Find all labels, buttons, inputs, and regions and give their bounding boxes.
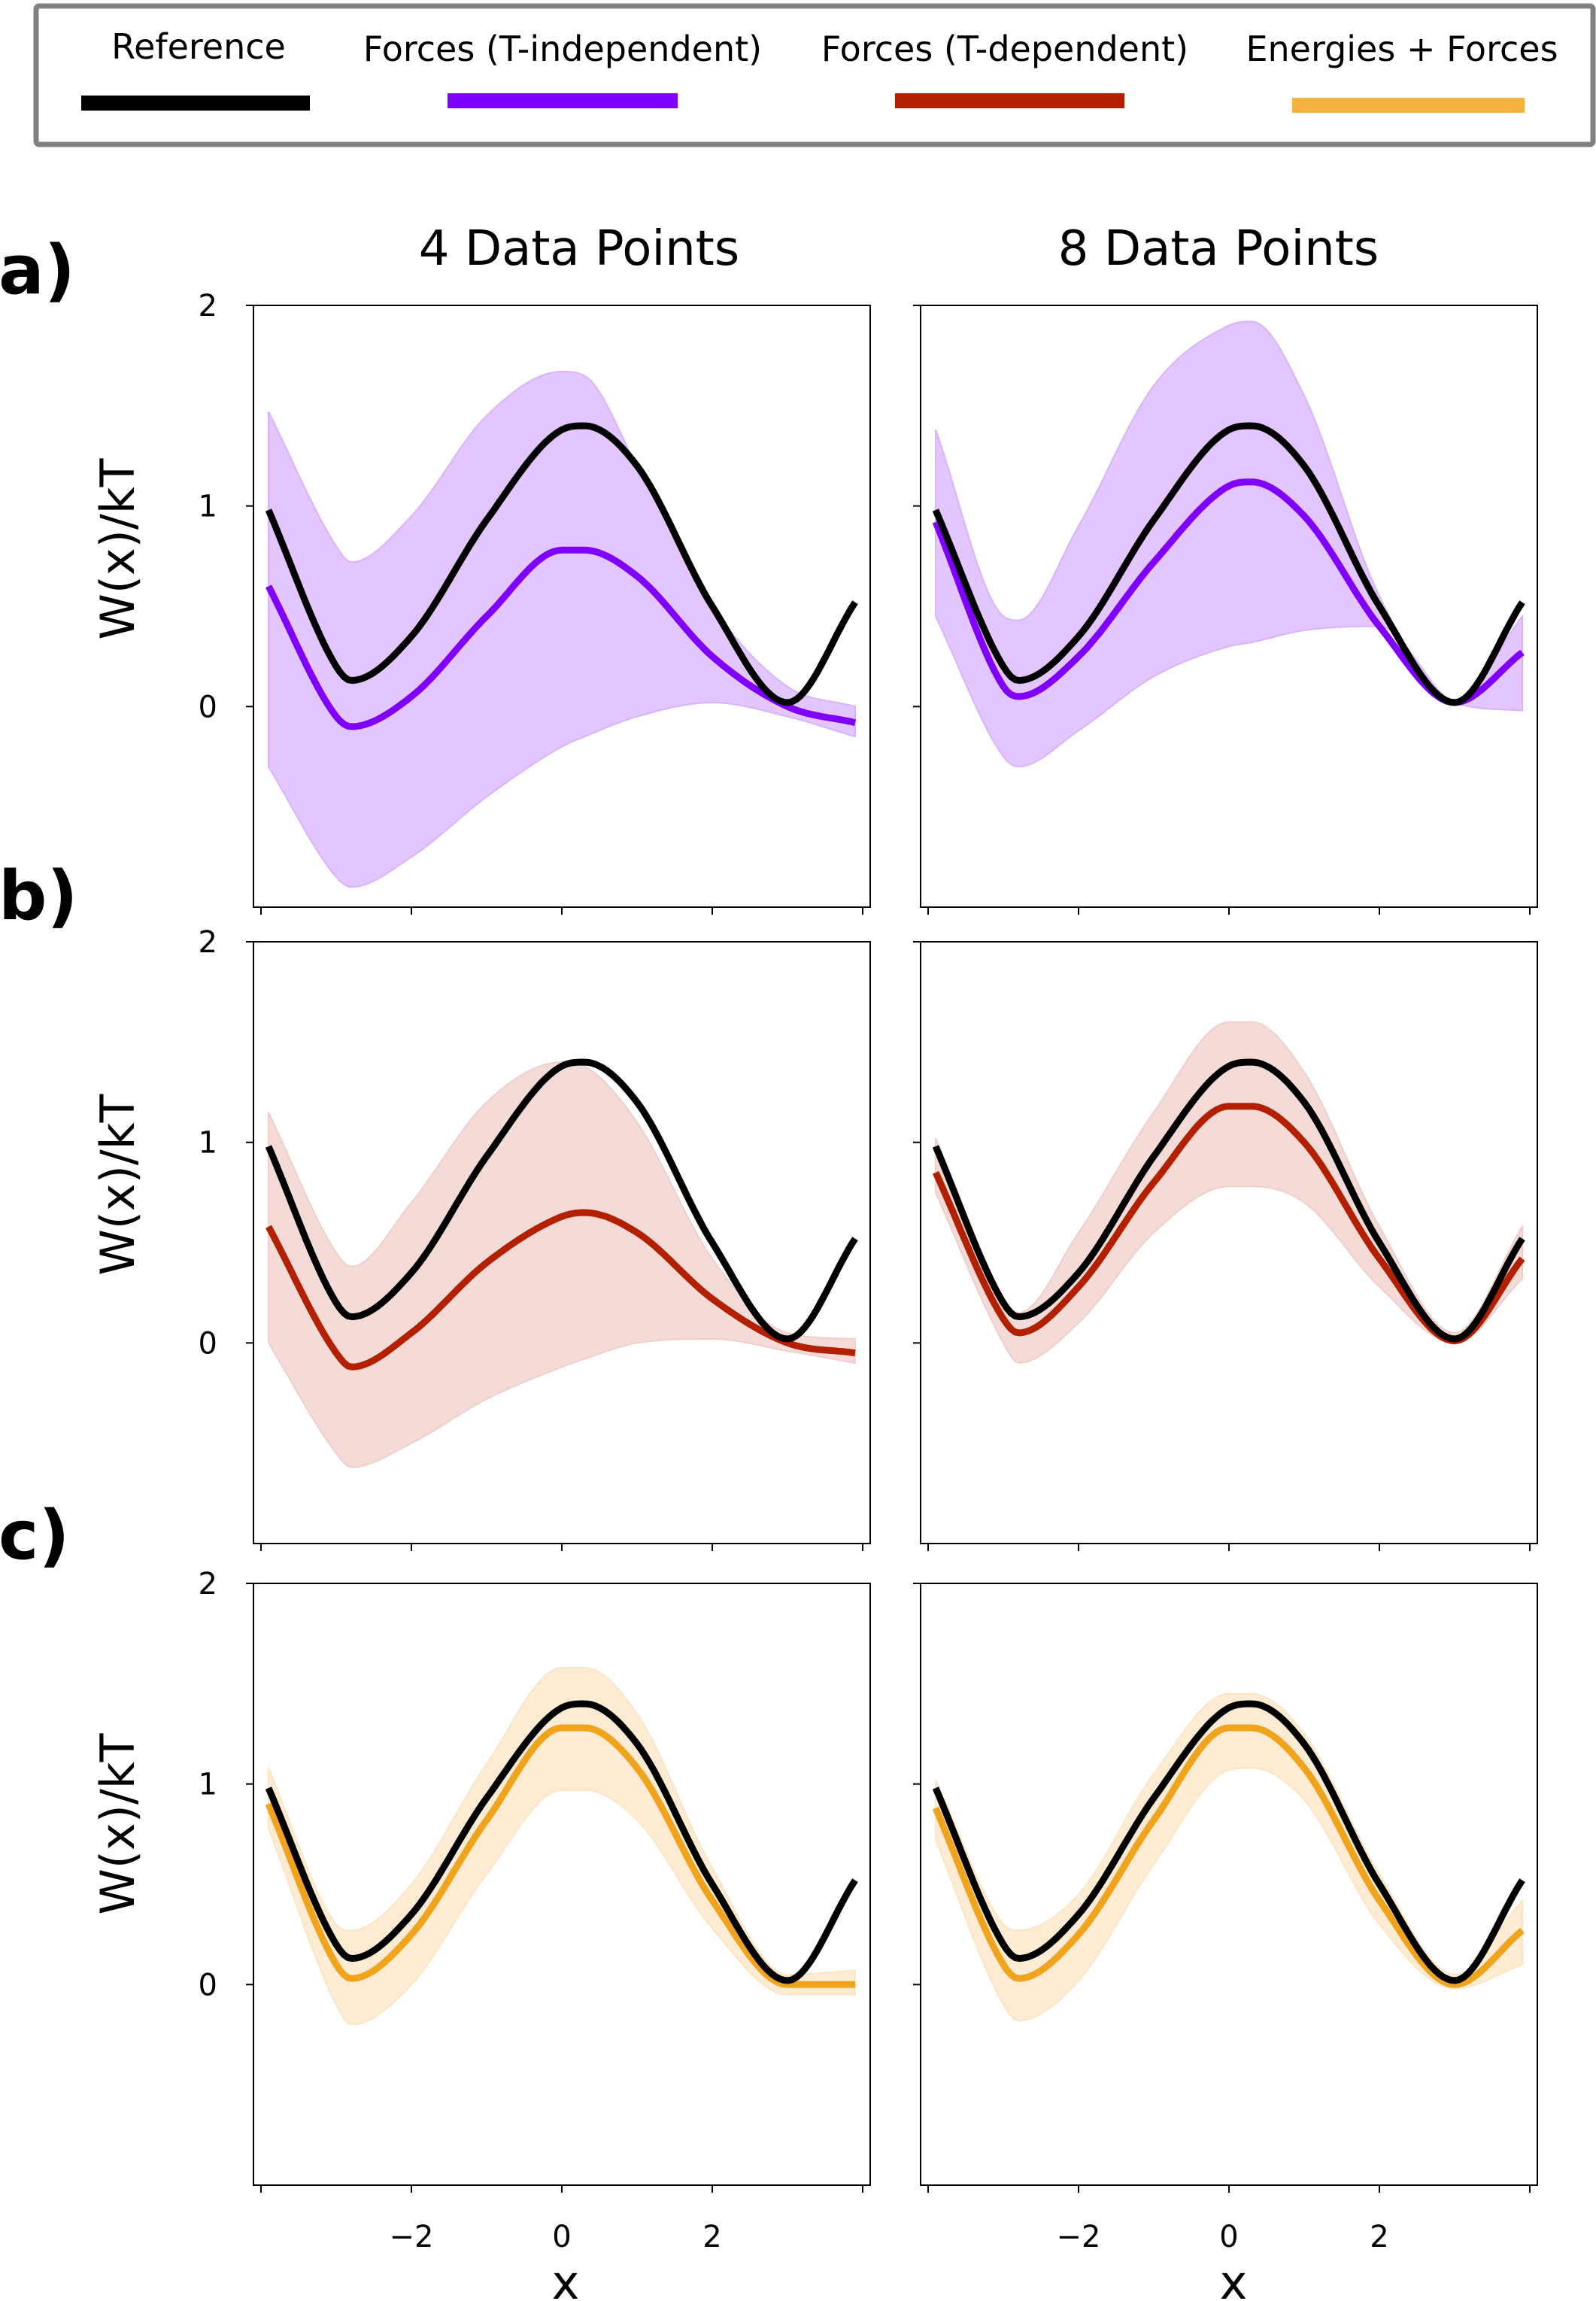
y-tick-label: 2 <box>199 925 217 960</box>
uncertainty-band <box>268 1667 856 2026</box>
x-tick-label: 2 <box>1370 2220 1388 2254</box>
y-tick-label: 2 <box>199 1567 217 1601</box>
uncertainty-band <box>268 371 856 888</box>
column-title-4-data-points: 4 Data Points <box>419 221 739 277</box>
legend: Reference Forces (T-independent) Forces … <box>33 3 1596 147</box>
legend-label-forces-t-independent: Forces (T-independent) <box>363 29 762 69</box>
series-line-reference <box>932 422 1525 706</box>
axes-frame <box>920 1583 1538 2186</box>
panel-b-4-data-points: 0 1 2 <box>199 925 871 1551</box>
y-tick-label: 1 <box>199 1768 217 1802</box>
y-tick-label: 1 <box>199 490 217 524</box>
series-line-forces-t-dependent <box>265 1209 856 1371</box>
ylabel-row-b: W(x)/kT <box>90 1093 145 1275</box>
ylabel-row-c: W(x)/kT <box>90 1732 145 1914</box>
series-line-energies-forces <box>932 1724 1525 1988</box>
x-tick-label: −2 <box>390 2220 434 2254</box>
series-line-reference <box>932 1700 1525 1984</box>
x-tick-label: −2 <box>1057 2220 1101 2254</box>
panel-a-8-data-points <box>913 305 1538 915</box>
legend-label-energies-forces: Energies + Forces <box>1246 29 1558 69</box>
series-line-energies-forces <box>265 1724 855 1988</box>
row-label-a: a) <box>0 231 75 310</box>
panel-a-4-data-points: 0 1 2 <box>199 289 871 915</box>
y-tick-label: 1 <box>199 1126 217 1161</box>
y-tick-label: 0 <box>199 1968 217 2002</box>
panel-c-8-data-points: −2 0 2 <box>913 1583 1538 2254</box>
column-title-8-data-points: 8 Data Points <box>1058 221 1379 277</box>
series-line-reference <box>265 422 858 706</box>
panels: 0 1 2 0 1 2 0 1 2 −2 0 2 −2 0 2 <box>199 289 1538 2254</box>
xlabel-col-2: x <box>1220 2255 1248 2301</box>
legend-frame <box>33 3 1596 147</box>
panel-c-4-data-points: 0 1 2 −2 0 2 <box>199 1567 871 2254</box>
x-tick-label: 2 <box>702 2220 721 2254</box>
series-line-forces-t-independent <box>265 546 857 730</box>
row-label-b: b) <box>0 857 78 936</box>
ylabel-row-a: W(x)/kT <box>90 457 145 639</box>
legend-label-forces-t-dependent: Forces (T-dependent) <box>821 29 1188 69</box>
uncertainty-band <box>935 1692 1523 2022</box>
series-line-reference <box>265 1700 858 1984</box>
uncertainty-band <box>935 1021 1523 1365</box>
y-tick-label: 0 <box>199 1326 217 1361</box>
x-tick-label: 0 <box>1219 2220 1238 2254</box>
uncertainty-band <box>268 1061 856 1468</box>
series-line-reference <box>265 1058 858 1343</box>
xlabel-col-1: x <box>552 2255 580 2301</box>
legend-label-reference: Reference <box>111 26 286 67</box>
uncertainty-band <box>935 320 1523 768</box>
panel-b-8-data-points <box>913 941 1538 1551</box>
y-tick-label: 0 <box>199 690 217 724</box>
x-tick-label: 0 <box>552 2220 571 2254</box>
y-tick-label: 2 <box>199 289 217 323</box>
row-label-c: c) <box>0 1496 69 1575</box>
series-line-reference <box>932 1058 1525 1343</box>
